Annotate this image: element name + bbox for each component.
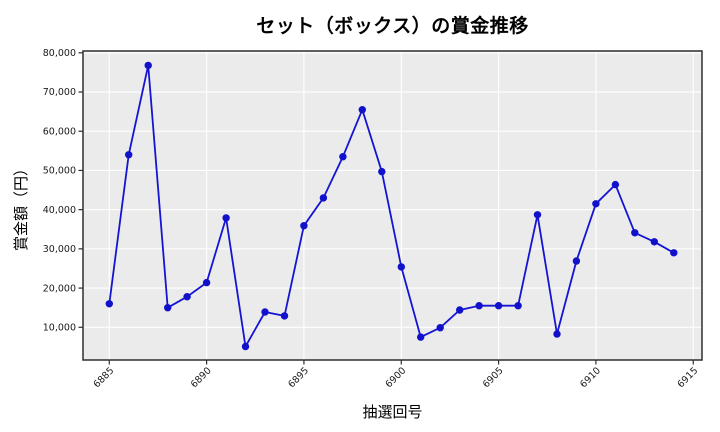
x-tick-label: 6890 xyxy=(189,365,214,390)
data-point xyxy=(183,293,191,301)
y-tick-label: 60,000 xyxy=(43,126,76,137)
data-point xyxy=(631,229,639,237)
data-point xyxy=(397,263,405,271)
data-point xyxy=(572,257,581,265)
data-point xyxy=(553,330,561,338)
data-point xyxy=(319,194,328,202)
chart-title: セット（ボックス）の賞金推移 xyxy=(256,15,529,37)
y-tick-label: 20,000 xyxy=(43,283,76,294)
data-point xyxy=(436,324,444,332)
data-point xyxy=(494,302,503,310)
x-tick-label: 6915 xyxy=(675,365,700,390)
data-point xyxy=(202,278,211,287)
y-tick-label: 70,000 xyxy=(43,87,76,98)
y-tick-label: 30,000 xyxy=(43,244,76,255)
data-point xyxy=(241,342,250,351)
plot-background xyxy=(83,51,702,360)
x-axis-label: 抽選回号 xyxy=(362,403,423,421)
data-point xyxy=(164,304,172,312)
data-point xyxy=(670,249,678,257)
y-tick-label: 40,000 xyxy=(43,205,76,216)
data-point xyxy=(339,153,347,161)
data-line xyxy=(108,64,675,348)
data-point xyxy=(650,238,658,246)
data-point xyxy=(592,200,600,208)
x-tick-label: 6900 xyxy=(383,365,408,390)
data-point xyxy=(417,333,425,341)
data-point xyxy=(378,167,386,176)
y-tick-label: 10,000 xyxy=(43,322,76,333)
data-point xyxy=(514,302,522,310)
y-tick-label: 80,000 xyxy=(43,48,76,59)
data-point xyxy=(261,308,269,316)
x-tick-label: 6910 xyxy=(578,365,603,390)
data-point xyxy=(105,300,114,308)
data-point xyxy=(475,302,483,310)
data-point xyxy=(533,211,542,219)
data-point xyxy=(300,222,308,230)
x-tick-label: 6885 xyxy=(92,365,117,390)
x-tick-label: 6905 xyxy=(481,365,506,390)
data-point xyxy=(456,306,464,314)
data-point xyxy=(144,61,152,70)
data-point xyxy=(222,214,230,222)
data-point xyxy=(280,312,289,320)
data-point xyxy=(611,180,620,189)
data-point xyxy=(358,106,366,114)
x-tick-label: 6895 xyxy=(286,365,311,390)
y-tick-label: 50,000 xyxy=(43,166,76,177)
axes-spines xyxy=(82,50,703,361)
data-point xyxy=(125,151,133,159)
